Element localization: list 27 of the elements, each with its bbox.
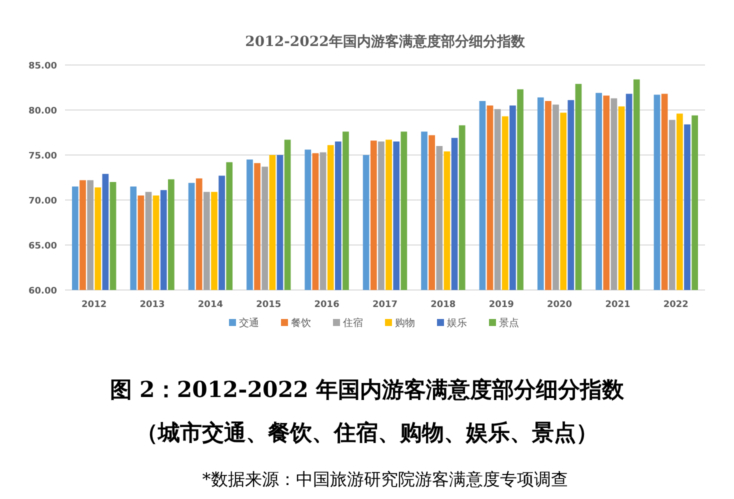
y-tick-label: 75.00 (28, 152, 57, 162)
x-tick-label: 2021 (605, 300, 630, 310)
y-tick-label: 65.00 (28, 242, 57, 252)
x-tick-label: 2013 (140, 300, 165, 310)
chart-title: 2012-2022年国内游客满意度部分细分指数 (245, 33, 526, 50)
x-tick-label: 2015 (256, 300, 282, 310)
text: *数据来源：中国旅游研究院游客满意度专项调查 (202, 470, 568, 490)
x-tick-label: 2019 (488, 300, 514, 310)
legend-label: 交通 (239, 317, 259, 329)
legend-label: 住宿 (343, 317, 363, 329)
legend-label: 景点 (499, 317, 519, 329)
text: （城市交通、餐饮、住宿、购物、娱乐、景点） (136, 420, 598, 446)
x-tick-label: 2020 (547, 300, 572, 310)
y-tick-label: 85.00 (28, 62, 57, 72)
x-tick-label: 2014 (198, 300, 223, 310)
x-tick-label: 2016 (314, 300, 340, 310)
caption: 图 2：2012-2022 年国内游客满意度部分细分指数 (110, 377, 626, 403)
x-tick-label: 2018 (430, 300, 456, 310)
legend-label: 娱乐 (447, 317, 467, 329)
y-tick-label: 60.00 (28, 286, 57, 296)
y-tick-label: 80.00 (28, 106, 57, 116)
legend-label: 餐饮 (291, 317, 311, 329)
x-tick-label: 2017 (372, 300, 398, 310)
y-tick-label: 70.00 (28, 196, 57, 206)
x-tick-label: 2022 (663, 300, 688, 310)
x-tick-label: 2012 (82, 300, 107, 310)
legend-label: 购物 (395, 318, 415, 329)
